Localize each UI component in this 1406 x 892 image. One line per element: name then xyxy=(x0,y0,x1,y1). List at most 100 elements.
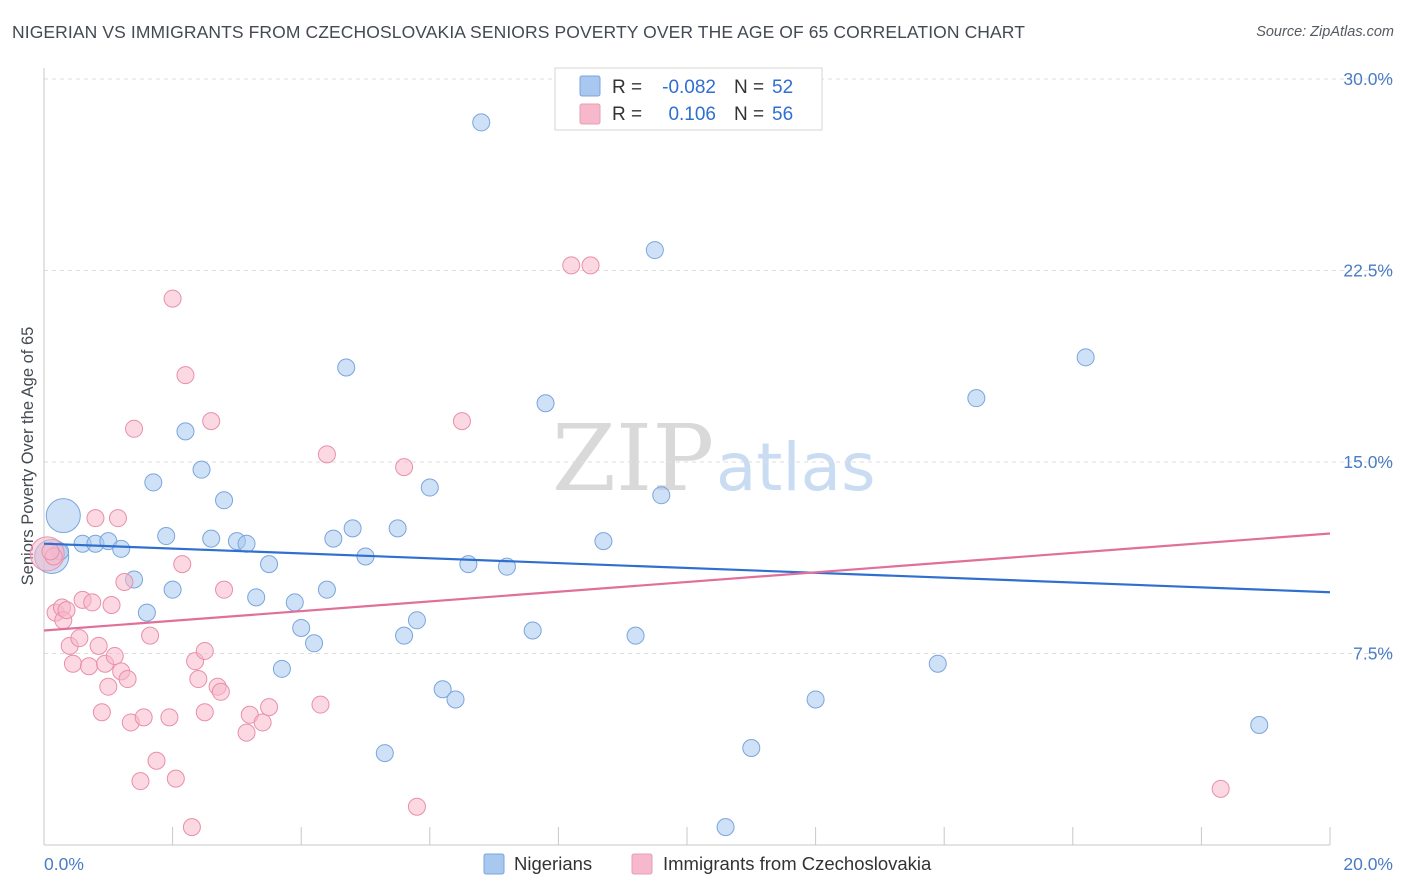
point-czechoslovakia xyxy=(99,677,118,696)
point-nigerians xyxy=(202,529,221,548)
trend-line-nigerians xyxy=(43,542,1331,594)
point-nigerians xyxy=(645,241,664,260)
x-tick-label-min: 0.0% xyxy=(44,854,84,874)
point-nigerians xyxy=(1076,348,1095,367)
point-nigerians xyxy=(395,626,414,645)
point-czechoslovakia xyxy=(131,772,150,791)
legend-n-label-czechoslovakia: N = xyxy=(734,104,764,125)
point-czechoslovakia xyxy=(260,698,279,717)
point-czechoslovakia xyxy=(182,818,201,837)
point-czechoslovakia xyxy=(163,289,182,308)
point-czechoslovakia xyxy=(105,647,124,666)
point-nigerians xyxy=(928,654,947,673)
point-nigerians xyxy=(806,690,825,709)
point-nigerians xyxy=(742,738,761,757)
point-nigerians xyxy=(215,491,234,510)
point-czechoslovakia xyxy=(63,654,82,673)
point-czechoslovakia xyxy=(83,593,102,612)
legend-bottom-label-nigerians: Nigerians xyxy=(514,853,592,874)
point-nigerians xyxy=(247,588,266,607)
point-nigerians xyxy=(626,626,645,645)
point-czechoslovakia xyxy=(160,708,179,727)
point-nigerians xyxy=(967,389,986,408)
point-nigerians xyxy=(652,486,671,505)
y-tick-label: 7.5% xyxy=(1353,644,1393,664)
point-czechoslovakia xyxy=(92,703,111,722)
point-czechoslovakia xyxy=(115,573,134,592)
point-czechoslovakia xyxy=(581,256,600,275)
point-czechoslovakia xyxy=(1211,779,1230,798)
watermark-zip: ZIP xyxy=(552,405,714,512)
point-nigerians xyxy=(459,555,478,574)
point-nigerians xyxy=(343,519,362,538)
point-czechoslovakia xyxy=(86,509,105,528)
point-nigerians xyxy=(433,680,452,699)
y-tick-label: 22.5% xyxy=(1343,261,1393,281)
point-nigerians xyxy=(144,473,163,492)
legend-n-label-nigerians: N = xyxy=(734,77,764,98)
point-nigerians xyxy=(497,557,516,576)
point-czechoslovakia xyxy=(102,595,121,614)
legend-r-value-nigerians: -0.082 xyxy=(662,77,716,98)
legend-bottom: Nigerians Immigrants from Czechoslovakia xyxy=(483,853,932,875)
point-czechoslovakia xyxy=(141,626,160,645)
legend-bottom-swatch-czechoslovakia xyxy=(631,853,653,875)
point-czechoslovakia xyxy=(80,657,99,676)
legend-r-value-czechoslovakia: 0.106 xyxy=(668,104,716,125)
point-czechoslovakia xyxy=(147,751,166,770)
point-nigerians xyxy=(317,580,336,599)
point-czechoslovakia xyxy=(253,713,272,732)
point-czechoslovakia xyxy=(395,458,414,477)
point-nigerians xyxy=(388,519,407,538)
point-czechoslovakia xyxy=(215,580,234,599)
point-nigerians xyxy=(446,690,465,709)
point-nigerians xyxy=(594,532,613,551)
point-czechoslovakia xyxy=(452,412,471,431)
point-czechoslovakia xyxy=(166,769,185,788)
point-nigerians xyxy=(176,422,195,441)
chart-title: NIGERIAN VS IMMIGRANTS FROM CZECHOSLOVAK… xyxy=(12,22,1026,42)
point-czechoslovakia xyxy=(89,636,108,655)
point-czechoslovakia xyxy=(211,682,230,701)
point-czechoslovakia xyxy=(41,542,60,561)
watermark-atlas: atlas xyxy=(716,429,876,506)
point-czechoslovakia xyxy=(311,695,330,714)
point-czechoslovakia xyxy=(70,629,89,648)
point-nigerians xyxy=(324,529,343,548)
source-credit: Source: ZipAtlas.com xyxy=(1256,24,1394,40)
point-nigerians xyxy=(285,593,304,612)
point-czechoslovakia xyxy=(125,419,144,438)
point-czechoslovakia xyxy=(57,601,76,620)
x-axis-ticks xyxy=(43,827,1331,845)
trend-line-czechoslovakia xyxy=(43,532,1331,632)
point-nigerians xyxy=(157,527,176,546)
point-czechoslovakia xyxy=(176,366,195,385)
point-nigerians xyxy=(112,539,131,558)
legend-r-label-czechoslovakia: R = xyxy=(612,104,642,125)
grid-lines xyxy=(44,78,1393,654)
point-nigerians xyxy=(305,634,324,653)
point-czechoslovakia xyxy=(317,445,336,464)
legend-swatch-nigerians xyxy=(579,75,601,97)
point-czechoslovakia xyxy=(118,670,137,689)
legend-r-label-nigerians: R = xyxy=(612,77,642,98)
point-nigerians xyxy=(292,618,311,637)
point-czechoslovakia xyxy=(134,708,153,727)
point-nigerians xyxy=(45,498,81,534)
y-tick-label: 15.0% xyxy=(1343,452,1393,472)
point-nigerians xyxy=(375,744,394,763)
point-nigerians xyxy=(536,394,555,413)
trend-lines xyxy=(43,532,1331,632)
point-nigerians xyxy=(716,818,735,837)
point-czechoslovakia xyxy=(195,703,214,722)
legend-top: R = -0.082 N = 52 R = 0.106 N = 56 xyxy=(554,67,823,131)
legend-bottom-swatch-nigerians xyxy=(483,853,505,875)
point-czechoslovakia xyxy=(407,797,426,816)
legend-n-value-czechoslovakia: 56 xyxy=(772,104,793,125)
legend-swatch-czechoslovakia xyxy=(579,103,601,125)
point-czechoslovakia xyxy=(202,412,221,431)
point-nigerians xyxy=(337,358,356,377)
point-nigerians xyxy=(1250,715,1269,734)
point-nigerians xyxy=(260,555,279,574)
